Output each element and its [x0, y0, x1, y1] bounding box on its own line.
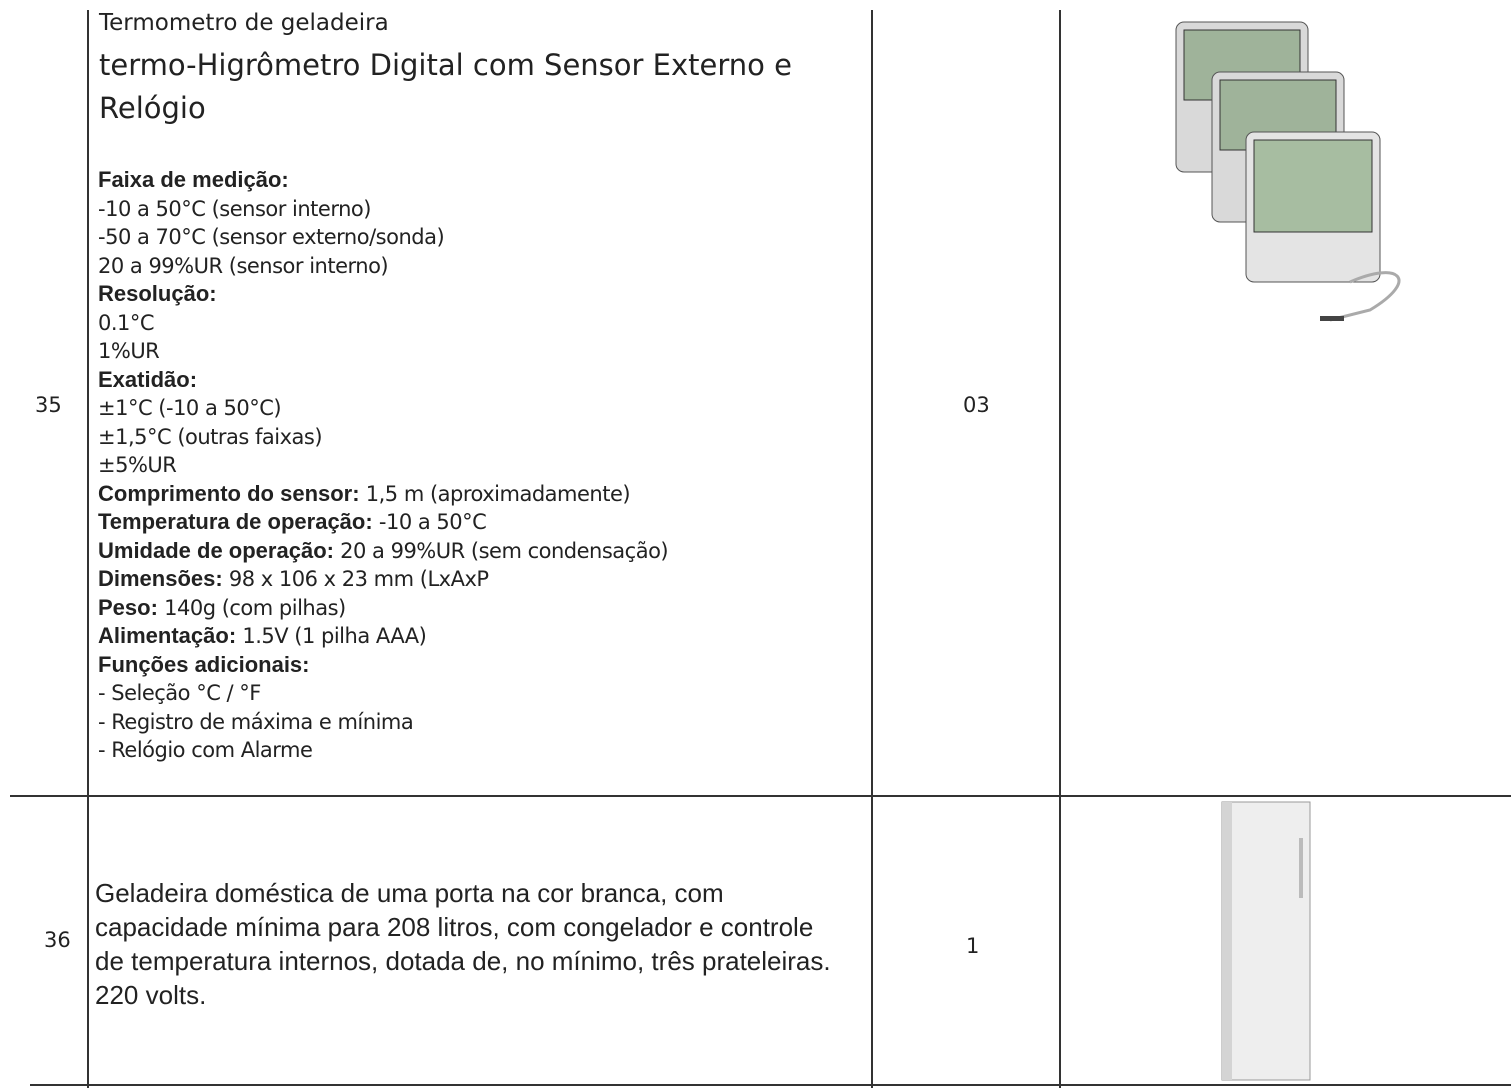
spec-text: -50 a 70°C (sensor externo/sonda) [98, 225, 445, 249]
spec-line: Alimentação: 1.5V (1 pilha AAA) [98, 622, 668, 651]
item-number: 36 [44, 928, 71, 952]
spec-text: 20 a 99%UR (sem condensação) [340, 538, 669, 563]
spec-text: 140g (com pilhas) [164, 595, 346, 620]
product-image [1175, 21, 1401, 322]
spec-text: -10 a 50°C [378, 510, 487, 534]
spec-label: Funções adicionais: [98, 651, 310, 677]
spec-line: Funções adicionais: [98, 651, 668, 680]
spec-text: - Relógio com Alarme [98, 738, 313, 762]
spec-line: ±1°C (-10 a 50°C) [98, 394, 668, 423]
spec-line: Umidade de operação: 20 a 99%UR (sem con… [98, 537, 669, 566]
spec-text: -10 a 50°C (sensor interno) [98, 196, 371, 221]
spec-list: Faixa de medição: -10 a 50°C (sensor inte… [98, 166, 669, 765]
spec-line: - Relógio com Alarme [98, 736, 668, 765]
item-number: 35 [35, 393, 62, 417]
spec-line: 1%UR [98, 337, 668, 366]
spec-line: Dimensões: 98 x 106 x 23 mm (LxAxP [98, 565, 668, 594]
spec-line: -50 a 70°C (sensor externo/sonda) [98, 223, 668, 252]
spec-text: ±1°C (-10 a 50°C) [98, 396, 282, 420]
quantity: 03 [963, 393, 990, 417]
spec-line: Resolução: [98, 280, 668, 309]
spec-text: 20 a 99%UR (sensor interno) [98, 253, 389, 278]
cell-border [87, 10, 89, 1088]
spec-label: Dimensões: [98, 566, 223, 591]
row-border [30, 1084, 1511, 1086]
row-border [10, 795, 1511, 797]
spec-line: Temperatura de operação: -10 a 50°C [98, 508, 668, 537]
spec-label: Faixa de medição: [98, 167, 289, 192]
spec-line: - Registro de máxima e mínima [98, 708, 668, 737]
quantity: 1 [966, 934, 980, 958]
spec-line: ±5%UR [98, 451, 668, 480]
item-subtitle: termo-Higrômetro Digital com Sensor Exte… [99, 48, 792, 125]
item-title: Termometro de geladeira [99, 10, 389, 36]
spec-line: 20 a 99%UR (sensor interno) [98, 252, 668, 281]
spec-label: Alimentação: [98, 623, 237, 648]
cell-border [871, 10, 873, 1088]
item-description: Geladeira doméstica de uma porta na cor … [95, 878, 831, 1010]
spec-line: Faixa de medição: [98, 166, 668, 195]
spec-label: Peso: [98, 594, 158, 620]
spec-line: - Seleção °C / °F [98, 679, 668, 708]
spec-line: Exatidão: [98, 366, 668, 395]
spec-label: Resolução: [98, 281, 217, 306]
spec-line: -10 a 50°C (sensor interno) [98, 195, 668, 224]
spec-line: 0.1°C [98, 309, 668, 338]
spec-line: ±1,5°C (outras faixas) [98, 423, 668, 452]
spec-text: 1.5V (1 pilha AAA) [242, 624, 427, 648]
spec-text: ±5%UR [98, 453, 177, 477]
spec-text: 1%UR [98, 339, 160, 363]
spec-label: Umidade de operação: [98, 537, 334, 563]
spec-text: 0.1°C [98, 310, 155, 335]
spec-text: 1,5 m (aproximadamente) [365, 481, 631, 506]
spec-text: 98 x 106 x 23 mm (LxAxP [228, 567, 489, 591]
spec-label: Comprimento do sensor: [98, 480, 360, 506]
spec-text: - Registro de máxima e mínima [98, 709, 414, 734]
spec-text: ±1,5°C (outras faixas) [98, 424, 323, 449]
spec-label: Exatidão: [98, 366, 198, 392]
spec-line: Peso: 140g (com pilhas) [98, 594, 668, 623]
spec-label: Temperatura de operação: [98, 509, 373, 534]
product-image [1221, 801, 1311, 1081]
spec-text: - Seleção °C / °F [98, 681, 261, 705]
spec-line: Comprimento do sensor: 1,5 m (aproximada… [98, 480, 668, 509]
cell-border [1059, 10, 1061, 1088]
